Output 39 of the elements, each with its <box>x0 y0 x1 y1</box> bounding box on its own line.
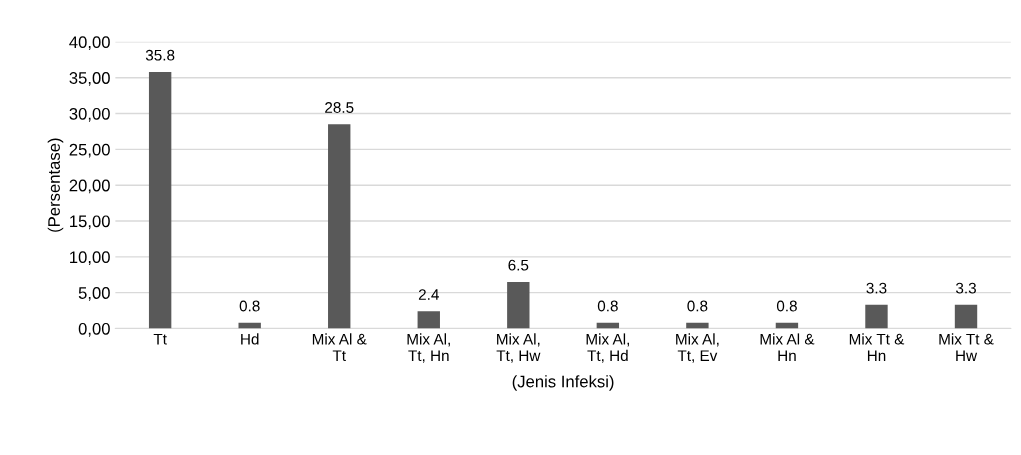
bar <box>238 322 261 329</box>
y-tick-label: 5,00 <box>78 287 110 301</box>
x-tick-label: Mix Al, Tt, Hn <box>407 333 450 363</box>
data-label: 0.8 <box>597 300 618 312</box>
y-tick-label: 10,00 <box>70 251 110 266</box>
bar <box>686 322 709 329</box>
y-tick-label: 25,00 <box>69 143 110 158</box>
bar <box>954 304 978 329</box>
bar <box>148 71 172 329</box>
x-tick-label: Mix Tt & Hn <box>849 333 905 361</box>
data-label: 28.5 <box>325 102 354 113</box>
data-label: 6.5 <box>508 259 529 271</box>
data-label: 0.8 <box>239 300 260 312</box>
x-tick-label: Mix Al & Hn <box>760 333 815 361</box>
y-tick-label: 35,00 <box>69 72 110 86</box>
x-tick-label: Mix Al, Tt, Hw <box>496 333 541 363</box>
data-label: 3.3 <box>955 282 976 294</box>
data-label: 2.4 <box>418 289 439 300</box>
bar <box>417 311 440 329</box>
bar <box>328 124 351 329</box>
x-tick-label: Mix Tt & Hw <box>939 333 994 361</box>
data-label: 35.8 <box>145 49 175 61</box>
x-tick-label: Mix Al & Tt <box>312 333 367 362</box>
data-label: 0.8 <box>776 300 797 312</box>
bar <box>507 281 530 329</box>
y-tick-label: 0,00 <box>78 322 110 337</box>
y-axis-title: (Persentase) <box>47 138 64 232</box>
x-axis-title: (Jenis Infeksi) <box>512 375 614 391</box>
y-tick-label: 15,00 <box>70 215 110 230</box>
y-tick-label: 20,00 <box>69 179 110 194</box>
x-tick-label: Mix Al, Tt, Ev <box>676 333 719 363</box>
data-label: 3.3 <box>866 282 887 294</box>
data-label: 0.8 <box>687 300 708 312</box>
x-tick-label: Hd <box>241 333 259 345</box>
bar <box>865 304 888 329</box>
x-tick-label: Mix Al, Tt, Hd <box>586 333 629 363</box>
y-tick-label: 40,00 <box>69 36 110 51</box>
y-tick-label: 30,00 <box>69 107 110 122</box>
x-tick-label: Tt <box>153 333 167 345</box>
